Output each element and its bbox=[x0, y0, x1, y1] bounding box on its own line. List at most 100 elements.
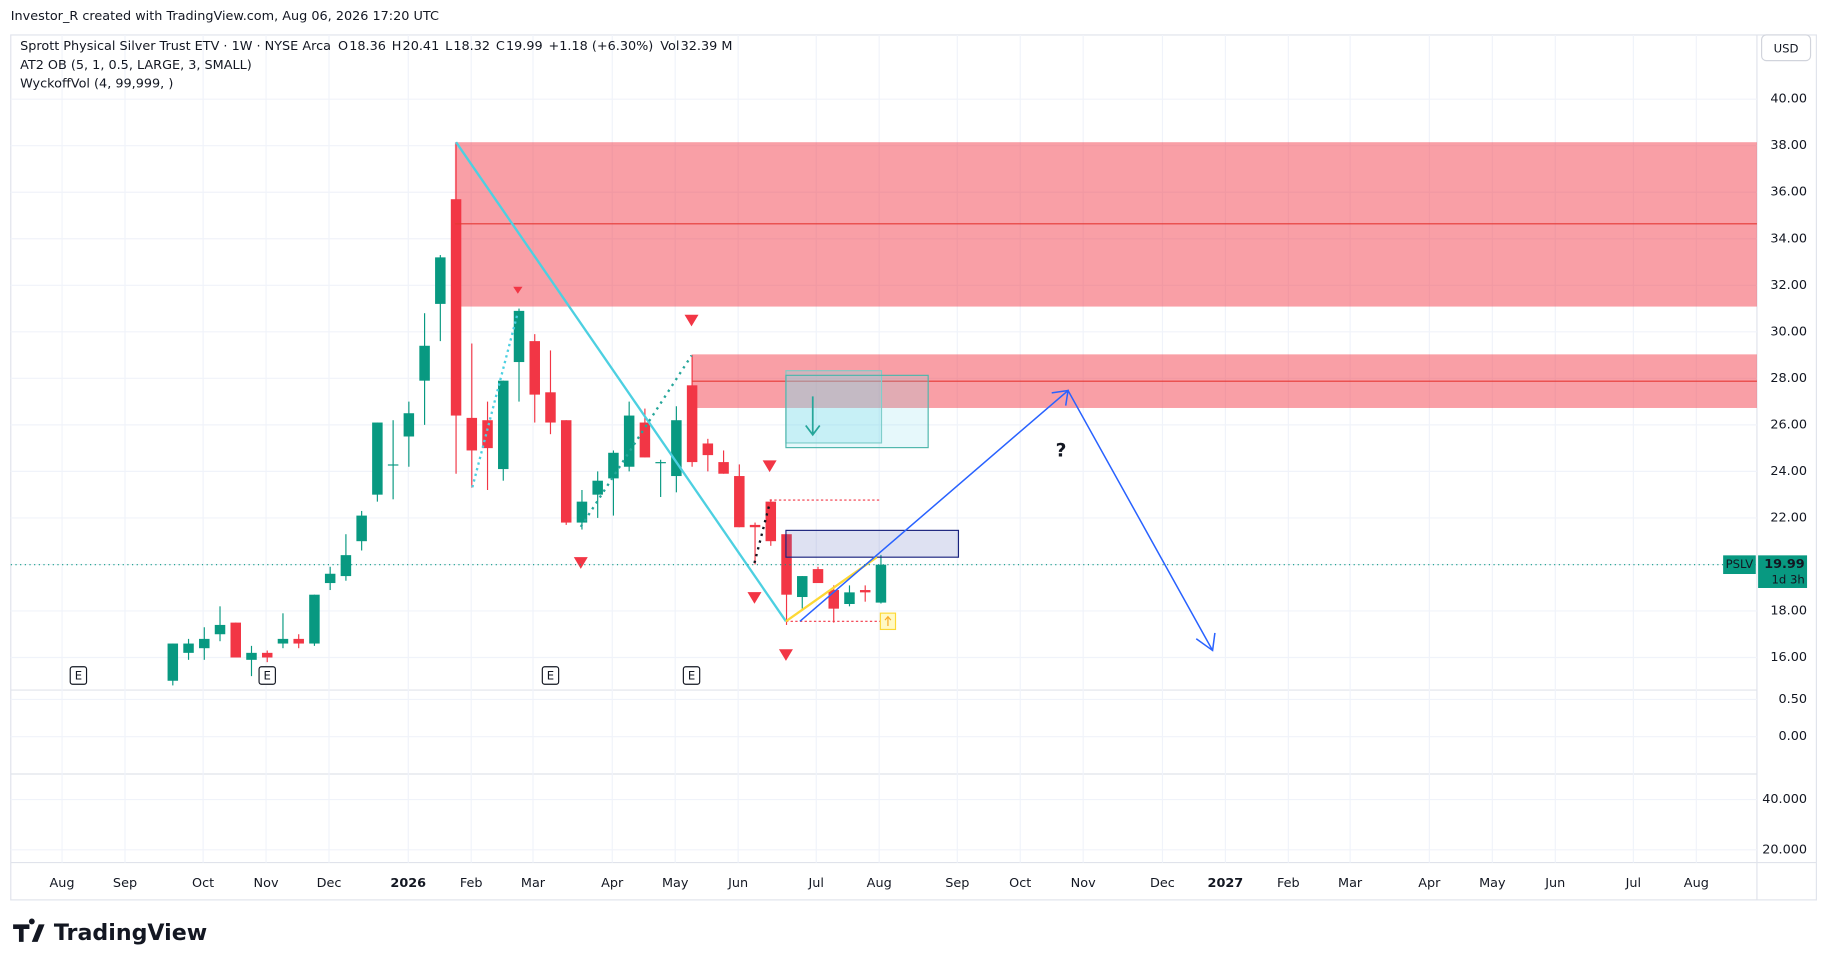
candle-body bbox=[592, 480, 603, 495]
y-tick-label: 20.000 bbox=[1762, 842, 1807, 857]
annotation: ? bbox=[1056, 441, 1067, 462]
candle-body bbox=[277, 638, 289, 644]
x-tick-label: Jul bbox=[1625, 876, 1641, 891]
x-tick-label: 2027 bbox=[1208, 876, 1244, 891]
x-tick-label: Nov bbox=[1071, 876, 1096, 891]
candle-body bbox=[608, 452, 619, 479]
candle-body bbox=[560, 420, 572, 523]
x-tick-label: Dec bbox=[1150, 876, 1175, 891]
candle-body bbox=[199, 638, 210, 649]
x-tick-label: Jun bbox=[1544, 876, 1565, 891]
currency[interactable]: USD bbox=[1774, 41, 1799, 55]
legend-text: WyckoffVol (4, 99,999, ) bbox=[20, 76, 173, 91]
legend-text: H bbox=[392, 39, 402, 54]
dotted-line bbox=[471, 312, 519, 488]
candle-body bbox=[749, 524, 761, 528]
x-tick-label: Aug bbox=[50, 876, 75, 891]
countdown-label: 1d 3h bbox=[1771, 572, 1804, 586]
candle-body bbox=[655, 462, 666, 464]
event-label: E bbox=[547, 669, 554, 683]
symbol-tag bbox=[1723, 555, 1756, 575]
candle-body bbox=[435, 257, 446, 304]
price-tag bbox=[1758, 555, 1808, 588]
x-tick-label: Aug bbox=[867, 876, 892, 891]
x-tick-label: May bbox=[662, 876, 689, 891]
candle-body bbox=[167, 643, 179, 681]
event-marker bbox=[682, 666, 701, 685]
candle-body bbox=[529, 341, 540, 395]
x-tick-label: Apr bbox=[601, 876, 624, 891]
order-block bbox=[785, 529, 960, 558]
watermark-header: Investor_R created with TradingView.com,… bbox=[11, 9, 439, 24]
x-tick-label: May bbox=[1479, 876, 1506, 891]
supply-zone bbox=[454, 142, 1757, 307]
event-marker bbox=[541, 666, 560, 685]
y-tick-label: 40.000 bbox=[1762, 792, 1807, 807]
legend-text: 18.36 bbox=[349, 39, 386, 54]
candle-body bbox=[309, 594, 320, 644]
y-tick-label: 32.00 bbox=[1770, 278, 1807, 293]
y-tick-label: 26.00 bbox=[1770, 417, 1807, 432]
order-block bbox=[785, 374, 929, 449]
arrow-head bbox=[1051, 389, 1069, 406]
trend-line bbox=[455, 141, 787, 622]
x-tick-label: Feb bbox=[460, 876, 483, 891]
y-tick-label: 36.00 bbox=[1770, 185, 1807, 200]
y-tick-label: 18.00 bbox=[1770, 603, 1807, 618]
event-label: E bbox=[75, 669, 82, 683]
candle-body bbox=[372, 422, 383, 495]
candle-body bbox=[183, 643, 194, 653]
candle-body bbox=[639, 422, 651, 458]
candle-body bbox=[702, 443, 714, 456]
candle-body bbox=[466, 417, 478, 451]
y-tick-label: 40.00 bbox=[1770, 92, 1807, 107]
candle-body bbox=[718, 462, 729, 474]
candle-body bbox=[482, 420, 493, 449]
candle-body bbox=[230, 622, 241, 658]
event-label: E bbox=[264, 669, 271, 683]
brand: TradingView bbox=[13, 918, 207, 946]
candle-body bbox=[513, 310, 525, 363]
brand-name: TradingView bbox=[54, 920, 207, 946]
y-tick-label: 28.00 bbox=[1770, 371, 1807, 386]
y-tick-label: 34.00 bbox=[1770, 231, 1807, 246]
candle-body bbox=[387, 464, 399, 466]
legend-text: Sprott Physical Silver Trust ETV · 1W · … bbox=[20, 39, 331, 54]
arrow-head bbox=[1195, 632, 1216, 652]
y-tick-label: 24.00 bbox=[1770, 464, 1807, 479]
legend-text: 18.32 bbox=[453, 39, 490, 54]
candle-body bbox=[734, 476, 745, 528]
x-tick-label: Jul bbox=[808, 876, 824, 891]
candle-body bbox=[797, 576, 808, 598]
y-tick-label: 38.00 bbox=[1770, 138, 1807, 153]
legend-text: L bbox=[445, 39, 453, 54]
legend-text: +1.18 (+6.30%) bbox=[549, 39, 654, 54]
y-tick-label: 0.50 bbox=[1779, 692, 1808, 707]
dotted-line bbox=[753, 503, 771, 564]
candle-body bbox=[623, 415, 635, 467]
event-label: E bbox=[688, 669, 695, 683]
event-marker bbox=[258, 666, 276, 685]
x-tick-label: 2026 bbox=[390, 876, 426, 891]
x-tick-label: Oct bbox=[1009, 876, 1031, 891]
candle-body bbox=[419, 345, 430, 381]
legend-text: AT2 OB (5, 1, 0.5, LARGE, 3, SMALL) bbox=[20, 58, 252, 73]
x-tick-label: Nov bbox=[254, 876, 279, 891]
currency-button[interactable] bbox=[1761, 34, 1812, 62]
signal-arrow bbox=[884, 615, 892, 626]
candle-body bbox=[324, 573, 336, 584]
candle-body bbox=[545, 392, 556, 423]
dotted-line bbox=[579, 354, 693, 528]
candle-body bbox=[686, 385, 698, 463]
candle-body bbox=[781, 534, 792, 595]
y-tick-label: 16.00 bbox=[1770, 650, 1807, 665]
candle-body bbox=[246, 652, 257, 660]
candle-body bbox=[765, 501, 777, 542]
candle-body bbox=[875, 564, 887, 603]
candle-body bbox=[261, 652, 273, 658]
x-tick-label: Sep bbox=[113, 876, 137, 891]
y-tick-label: 30.00 bbox=[1770, 324, 1807, 339]
candle-body bbox=[671, 420, 682, 477]
candle-body bbox=[498, 380, 509, 470]
